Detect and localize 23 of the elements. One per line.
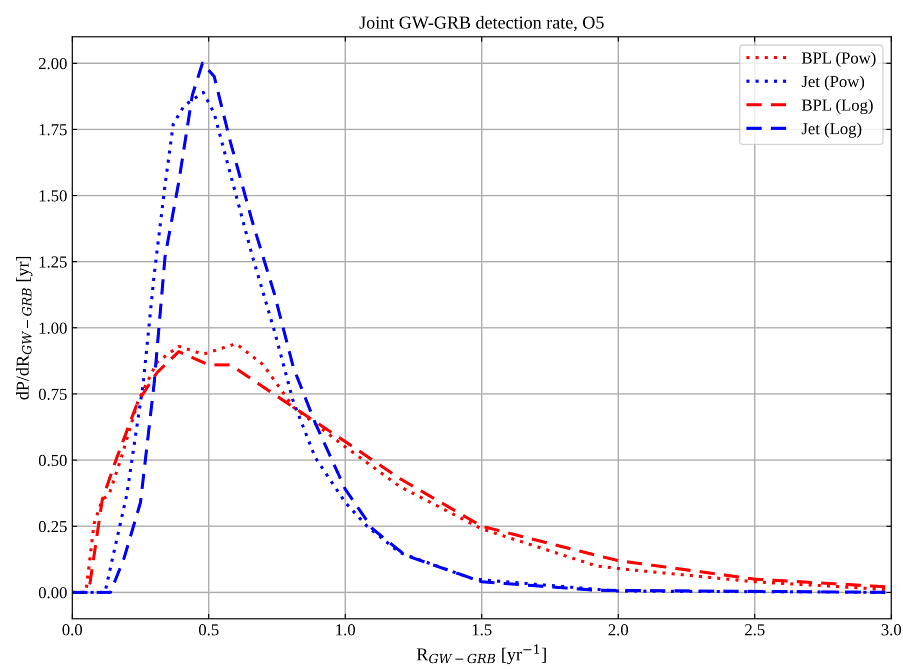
legend-label: BPL (Log) xyxy=(802,98,873,114)
x-tick-label: 0.0 xyxy=(62,624,82,636)
x-tick-label: 0.5 xyxy=(198,624,219,636)
y-tick-label: 0.25 xyxy=(38,520,67,532)
x-tick-label: 2.0 xyxy=(608,624,628,636)
y-tick-label: 0.50 xyxy=(38,454,67,466)
y-tick-label: 1.75 xyxy=(40,124,67,136)
legend-label: Jet (Pow) xyxy=(802,75,864,91)
legend-label: Jet (Log) xyxy=(802,122,862,138)
legend-label: BPL (Pow) xyxy=(802,52,876,68)
y-axis-title: dP/dR$_{GW−GRB}$ [yr] xyxy=(16,256,32,400)
x-tick-label: 3.0 xyxy=(882,624,902,636)
x-tick-label: 1.5 xyxy=(472,624,492,636)
x-tick-label: 2.5 xyxy=(745,624,765,636)
y-tick-label: 1.25 xyxy=(40,256,67,268)
y-tick-label: 1.50 xyxy=(40,190,67,202)
x-tick-label: 1.0 xyxy=(336,624,356,636)
chart-title: Joint GW-GRB detection rate, O5 xyxy=(360,16,604,32)
y-tick-label: 1.00 xyxy=(40,322,67,334)
y-tick-label: 2.00 xyxy=(38,58,67,70)
y-tick-label: 0.75 xyxy=(38,388,67,400)
y-tick-label: 0.00 xyxy=(38,587,67,598)
x-axis-title: R$_{GW−GRB}$ [yr$^{−1}$] xyxy=(416,644,546,664)
